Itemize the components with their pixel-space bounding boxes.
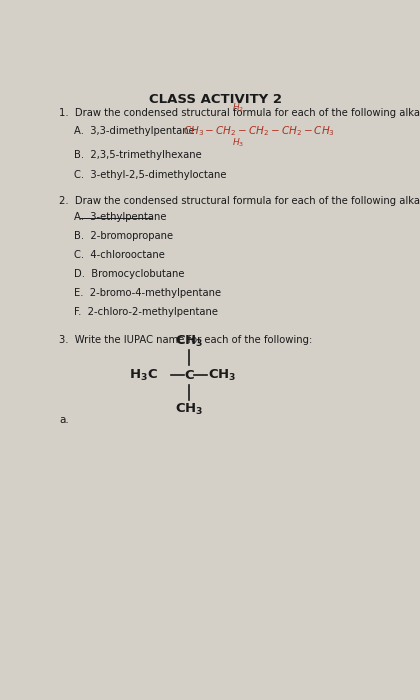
Text: E.  2-bromo-4-methylpentane: E. 2-bromo-4-methylpentane (74, 288, 221, 298)
Text: CLASS ACTIVITY 2: CLASS ACTIVITY 2 (149, 92, 282, 106)
Text: 2.  Draw the condensed structural formula for each of the following alkanes:: 2. Draw the condensed structural formula… (59, 196, 420, 206)
Text: B.  2,3,5-trimethylhexane: B. 2,3,5-trimethylhexane (74, 150, 202, 160)
Text: C.  3-ethyl-2,5-dimethyloctane: C. 3-ethyl-2,5-dimethyloctane (74, 170, 226, 180)
Text: D.  Bromocyclobutane: D. Bromocyclobutane (74, 269, 184, 279)
Text: C.  4-chlorooctane: C. 4-chlorooctane (74, 250, 165, 260)
Text: $\mathbf{CH_3}$: $\mathbf{CH_3}$ (208, 368, 236, 383)
Text: $\mathbf{CH_3}$: $\mathbf{CH_3}$ (175, 334, 204, 349)
Text: A.  3-ethylpentane: A. 3-ethylpentane (74, 212, 166, 223)
Text: 3.  Write the IUPAC name for each of the following:: 3. Write the IUPAC name for each of the … (59, 335, 312, 344)
Text: $\mathbf{H_3C}$: $\mathbf{H_3C}$ (129, 368, 158, 383)
Text: $\mathbf{CH_3}$: $\mathbf{CH_3}$ (175, 402, 204, 417)
Text: $\mathit{H_3}$: $\mathit{H_3}$ (232, 136, 244, 149)
Text: $\mathit{CH_3} - \mathit{CH_2} - \mathit{CH_2} - \mathit{CH_2} - \mathit{CH_3}$: $\mathit{CH_3} - \mathit{CH_2} - \mathit… (183, 125, 335, 138)
Text: B.  2-bromopropane: B. 2-bromopropane (74, 231, 173, 241)
Text: a.: a. (59, 416, 69, 426)
Text: $\mathbf{C}$: $\mathbf{C}$ (184, 369, 194, 382)
Text: F.  2-chloro-2-methylpentane: F. 2-chloro-2-methylpentane (74, 307, 218, 316)
Text: 1.  Draw the condensed structural formula for each of the following alkanes:: 1. Draw the condensed structural formula… (59, 108, 420, 118)
Text: A.  3,3-dimethylpentane: A. 3,3-dimethylpentane (74, 125, 194, 136)
Text: $\mathit{H_2}$: $\mathit{H_2}$ (232, 101, 244, 113)
